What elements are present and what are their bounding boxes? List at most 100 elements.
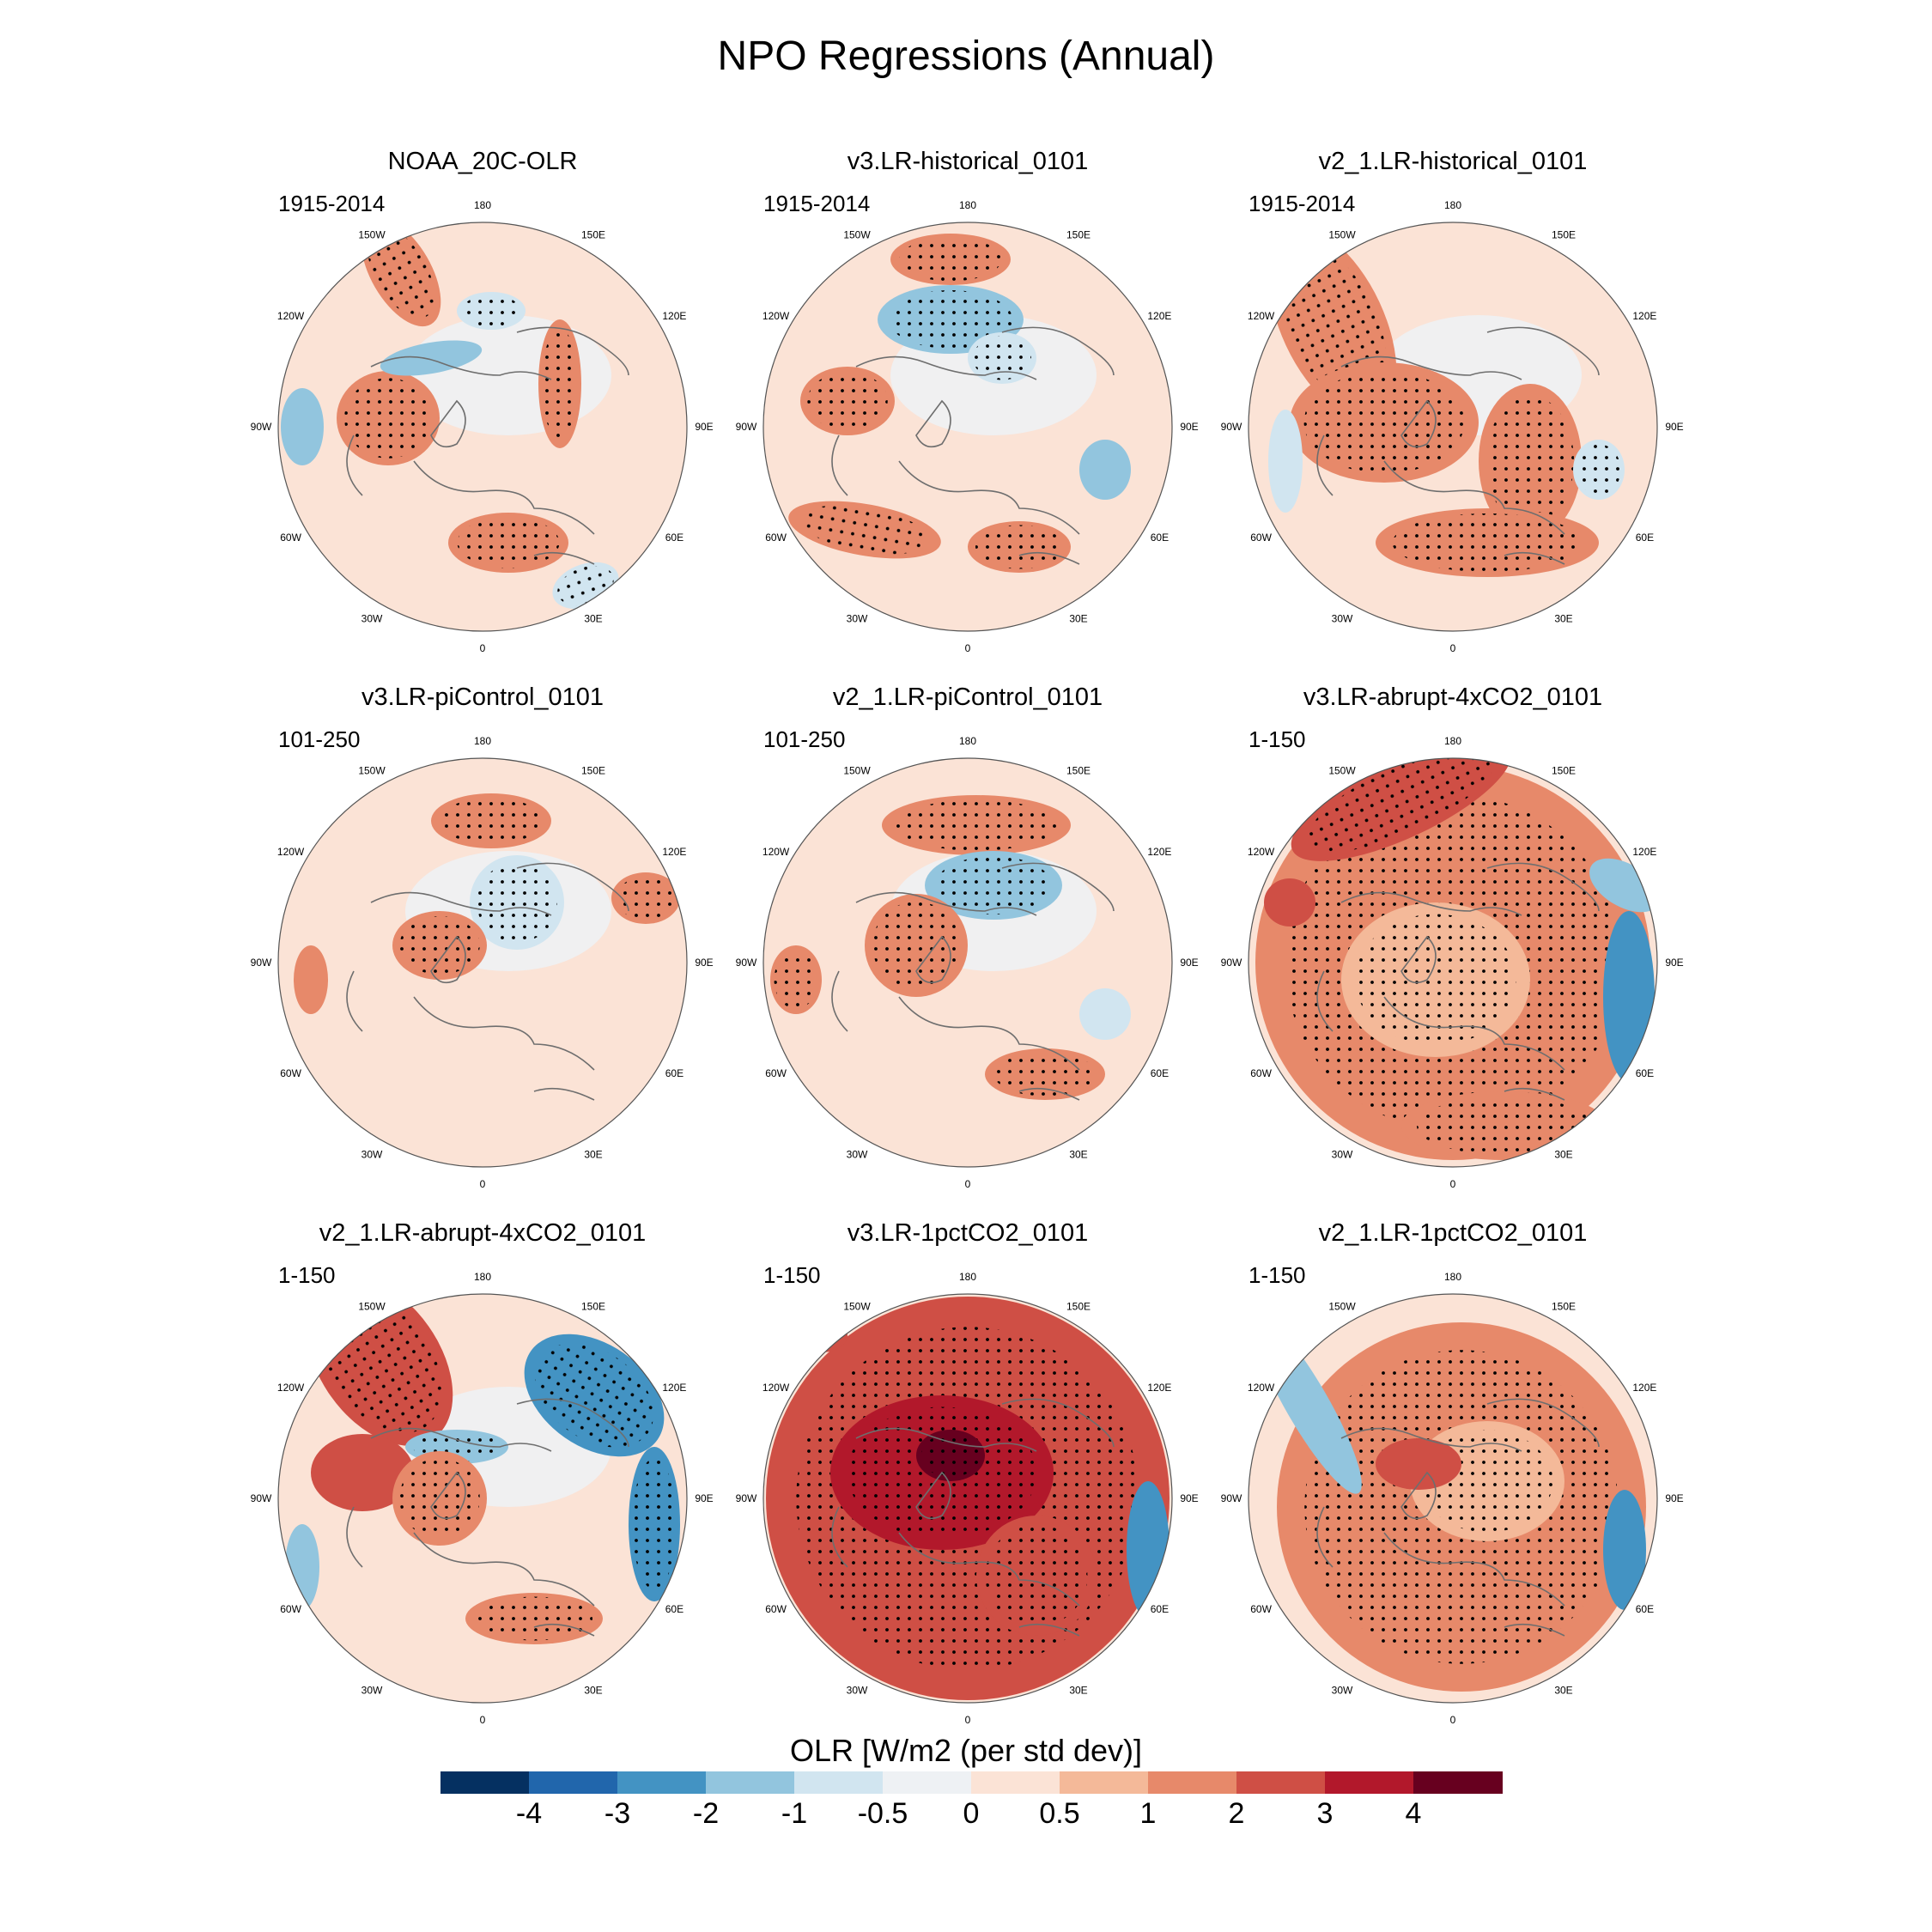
map-panel: v3.LR-historical_0101 1915-2014 180 150E 120… [727,148,1208,654]
longitude-label: 0 [1450,1178,1456,1190]
colorbar [440,1771,1503,1794]
coastline [346,1398,629,1637]
longitude-label: 90E [1665,1492,1683,1504]
panel-title: v3.LR-piControl_0101 [361,683,605,711]
longitude-label: 30E [584,612,602,624]
significance-stipple [1577,444,1621,495]
anomaly-patch [1079,440,1131,500]
polar-map: 180 150E 120E 90E 60E 30E 0 30W 60W 90W 120W 150W [1221,735,1684,1190]
colorbar-tick-label: -1 [781,1797,808,1830]
panel-period: 1915-2014 [1249,191,1356,216]
longitude-label: 30E [1554,1148,1572,1160]
anomaly-patch [1603,911,1655,1083]
map-panel: v2_1.LR-1pctCO2_0101 1-150 180 150E 120E 90E 6… [1212,1219,1693,1726]
significance-stipple [935,856,1052,914]
polar-map: 180 150E 120E 90E 60E 30E 0 30W 60W 90W 120W 150W [736,199,1199,654]
colorbar-box [529,1771,618,1794]
panel-title: v3.LR-historical_0101 [847,148,1089,175]
panel-period: 1-150 [763,1262,821,1288]
map-border [1248,222,1658,632]
significance-stipple [457,517,560,568]
longitude-label: 120E [1632,1382,1656,1394]
longitude-label: 150W [843,1301,871,1313]
longitude-label: 150W [1328,1301,1356,1313]
longitude-label: 90E [1180,421,1198,433]
panel-period: 1-150 [1249,1262,1306,1288]
map-border [277,1293,688,1704]
colorbar-box [883,1771,972,1794]
longitude-label: 30W [361,612,383,624]
polar-map: 180 150E 120E 90E 60E 30E 0 30W 60W 90W 120W 150W [1221,199,1684,654]
anomaly-patch [1127,1481,1170,1619]
significance-stipple [477,862,557,943]
longitude-label: 180 [474,199,491,211]
significance-stipple [399,1458,480,1539]
colorbar-box [440,1771,530,1794]
longitude-label: 180 [474,735,491,747]
colorbar-box [971,1771,1060,1794]
colorbar-title: OLR [W/m2 (per std dev)] [789,1733,1143,1768]
panel-title: v3.LR-1pctCO2_0101 [847,1219,1089,1247]
longitude-label: 150E [581,229,605,241]
significance-stipple [985,1524,1088,1627]
significance-stipple [899,237,1002,282]
longitude-label: 30W [1332,1148,1353,1160]
longitude-label: 60W [765,1603,787,1615]
panel-period: 1915-2014 [763,191,871,216]
longitude-label: 90E [1665,421,1683,433]
longitude-label: 150E [581,1301,605,1313]
panel-period: 1915-2014 [278,191,386,216]
significance-stipple [872,902,960,989]
longitude-label: 150E [581,765,605,777]
significance-stipple [807,372,888,430]
longitude-label: 30W [847,1148,868,1160]
map-border [277,222,688,632]
significance-stipple [440,797,543,845]
significance-stipple [973,336,1031,380]
colorbar-box [1413,1771,1503,1794]
longitude-label: 90E [695,421,713,433]
longitude-label: 60E [1636,532,1654,544]
longitude-label: 180 [959,199,976,211]
longitude-label: 150E [1066,229,1091,241]
map-panel: NOAA_20C-OLR 1915-2014 180 150E 120E 90E 60E 30… [242,148,723,654]
significance-stipple [888,290,1013,349]
longitude-label: 120E [1632,310,1656,322]
panel-title: v3.LR-abrupt-4xCO2_0101 [1303,683,1603,711]
longitude-label: 30W [1332,1684,1353,1696]
anomaly-patch [1268,410,1303,513]
longitude-label: 120W [1248,1382,1275,1394]
colorbar-tick-label: -4 [515,1797,543,1830]
longitude-label: 30E [1069,1148,1087,1160]
anomaly-patch [796,1318,848,1352]
significance-stipple [993,1052,1097,1097]
longitude-label: 90W [736,1492,757,1504]
longitude-label: 120E [662,1382,686,1394]
panel-title: v2_1.LR-abrupt-4xCO2_0101 [319,1219,647,1247]
longitude-label: 180 [474,1271,491,1283]
coastline [346,326,629,565]
significance-stipple [1417,1097,1592,1155]
longitude-label: 30E [584,1684,602,1696]
map-border [762,1293,1173,1704]
map-panel: v2_1.LR-piControl_0101 101-250 180 150E 120E… [727,683,1208,1190]
colorbar-box [1060,1771,1149,1794]
map-panel: v2_1.LR-historical_0101 1915-2014 180 150E 1… [1212,148,1693,654]
colorbar-box [1236,1771,1326,1794]
coastline [831,1398,1115,1637]
longitude-label: 30W [1332,612,1353,624]
longitude-label: 90E [1180,957,1198,969]
map-panel: v3.LR-piControl_0101 101-250 180 150E 120E 90… [242,683,723,1190]
map-panel: v3.LR-1pctCO2_0101 1-150 180 150E 120E 90E 60E… [727,1219,1208,1726]
anomaly-patch [1079,988,1131,1040]
longitude-label: 150W [843,765,871,777]
map-border [1248,1293,1658,1704]
significance-stipple [1392,513,1583,572]
polar-map: 180 150E 120E 90E 60E 30E 0 30W 60W 90W 120W 150W [736,735,1199,1190]
map-border [762,222,1173,632]
longitude-label: 60E [665,1067,683,1079]
longitude-label: 120W [762,846,790,858]
significance-stipple [774,951,818,1009]
longitude-label: 150E [1552,229,1576,241]
map-border [1248,757,1658,1168]
